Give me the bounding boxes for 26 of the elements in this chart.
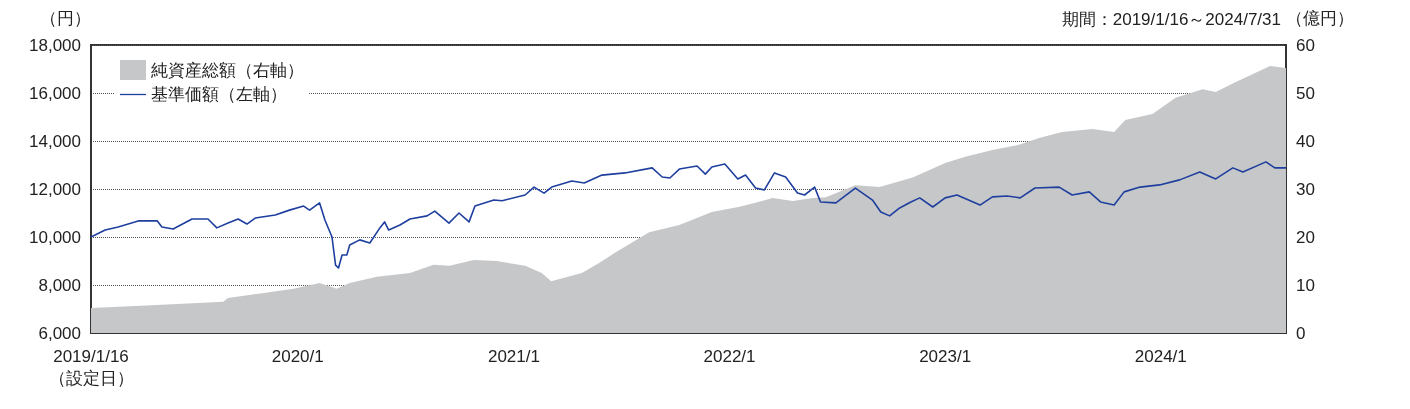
x-tick-label: 2020/1 [271,346,324,366]
y2-axis-title: （億円） [1286,9,1354,28]
x-tick-label: 2022/1 [703,346,756,366]
x-tick-label: 2024/1 [1134,346,1187,366]
x-tick-label: 2021/1 [487,346,540,366]
y2-tick-label: 0 [1296,323,1306,343]
y2-tick-label: 40 [1296,131,1315,151]
y-tick-label: 8,000 [38,275,81,295]
y-axis-title: （円） [40,9,91,28]
y2-tick-label: 50 [1296,83,1315,103]
line-series [90,161,1287,269]
chart-subtitle: 期間：2019/1/16～2024/7/31 [1061,10,1282,29]
y-tick-label: 16,000 [29,83,81,103]
legend-label: 純資産総額（右軸） [151,60,304,80]
y-tick-label: 6,000 [38,323,81,343]
y-tick-label: 12,000 [29,179,81,199]
y2-tick-label: 10 [1296,275,1315,295]
legend-label: 基準価額（左軸） [151,85,287,104]
y-tick-label: 10,000 [29,227,81,247]
x-tick-label: 2019/1/16 （設定日） [48,346,134,388]
y2-tick-label: 30 [1296,179,1315,199]
y-tick-label: 14,000 [29,131,81,151]
x-tick-label: 2023/1 [919,346,972,366]
y2-tick-label: 60 [1296,35,1315,55]
y-tick-label: 18,000 [29,35,81,55]
y2-tick-label: 20 [1296,227,1315,247]
